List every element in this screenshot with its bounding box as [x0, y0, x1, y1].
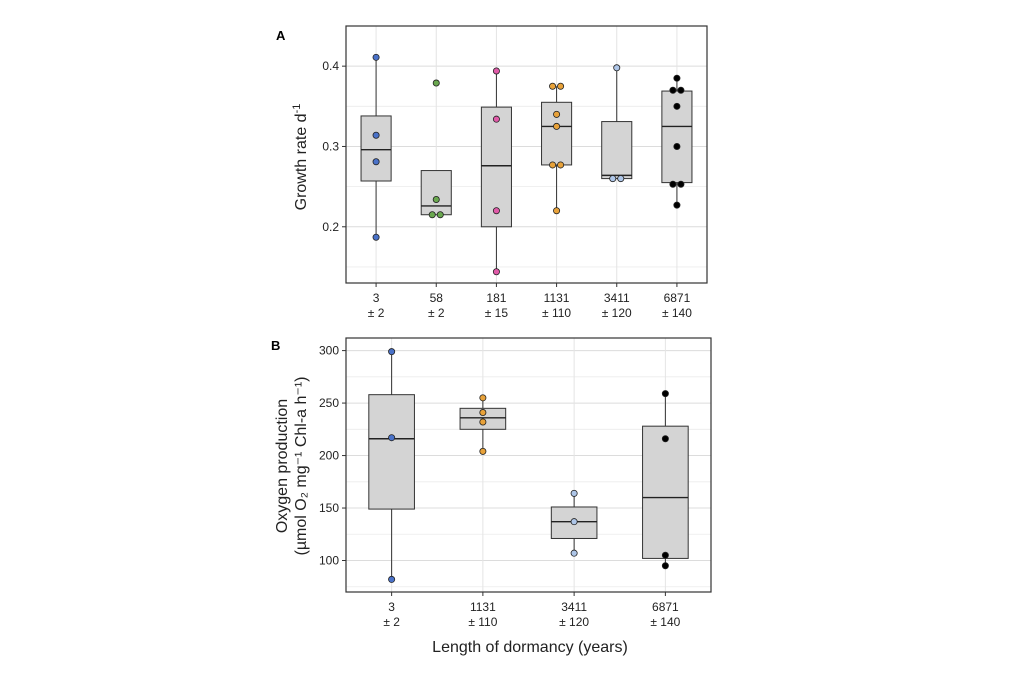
panel-a-data-point	[677, 86, 685, 94]
panel-b-x-tick-sublabel: ± 120	[559, 615, 589, 629]
panel-a-data-point	[432, 79, 440, 87]
panel-a-data-point	[372, 233, 380, 241]
panel-a-data-point	[553, 207, 561, 215]
panel-b-box	[642, 425, 689, 559]
panel-a-x-tick-label: 3411	[604, 291, 630, 305]
panel-b-y-tick-label: 250	[319, 396, 339, 410]
panel-a-data-point	[669, 86, 677, 94]
panel-a-data-point	[673, 201, 681, 209]
panel-a-data-point	[432, 195, 440, 203]
panel-a-plot-background	[346, 26, 707, 283]
panel-b-y-tick-label: 200	[319, 449, 339, 463]
panel-b-x-tick-sublabel: ± 140	[650, 615, 680, 629]
panel-a-x-tick-sublabel: ± 120	[602, 306, 632, 320]
panel-b-data-point	[479, 418, 487, 426]
panel-a-box	[601, 121, 633, 180]
panel-a-data-point	[557, 82, 565, 90]
panel-a-box	[420, 170, 452, 216]
panel-a-data-point	[677, 180, 685, 188]
panel-a-plot-frame	[345, 25, 708, 284]
panel-b-y-tick-label: 300	[319, 344, 339, 358]
panel-a-x-tick-sublabel: ± 2	[368, 306, 385, 320]
panel-b-x-tick-label: 6871	[652, 600, 679, 614]
panel-a-y-tick-label: 0.2	[322, 220, 339, 234]
panel-a-box	[360, 115, 392, 182]
panel-a-y-axis-label-sup: -1	[291, 104, 303, 114]
panel-a-data-point	[492, 268, 500, 276]
panel-a-data-point	[428, 211, 436, 219]
panel-a-y-tick-label: 0.3	[322, 139, 339, 153]
panel-b-data-point	[661, 435, 669, 443]
panel-a-x-tick-sublabel: ± 15	[485, 306, 509, 320]
panel-a-y-axis-label-text: Growth rate d	[293, 113, 310, 210]
panel-b-y-tick-label: 100	[319, 554, 339, 568]
panel-b-data-point	[661, 390, 669, 398]
panel-a-data-point	[553, 110, 561, 118]
panel-a-label: A	[276, 28, 286, 43]
panel-a: A Growth rate d-1 0.20.30.43± 258± 2181±…	[276, 25, 708, 320]
panel-a-data-point	[492, 67, 500, 75]
panel-a-data-point	[436, 211, 444, 219]
panel-b-box	[368, 394, 415, 510]
panel-b-data-point	[570, 489, 578, 497]
panel-a-x-tick-label: 1131	[544, 291, 570, 305]
panel-a-data-point	[673, 142, 681, 150]
panel-b-x-tick-sublabel: ± 110	[468, 615, 497, 629]
panel-a-data-point	[673, 74, 681, 82]
panel-a-data-point	[372, 131, 380, 139]
panel-a-data-point	[673, 102, 681, 110]
panel-a-data-point	[613, 64, 621, 72]
panel-b-x-tick-label: 1131	[470, 600, 496, 614]
panel-a-data-point	[609, 175, 617, 183]
panel-a-x-tick-label: 6871	[664, 291, 691, 305]
panel-b-data-point	[479, 447, 487, 455]
panel-b-y-tick-label: 150	[319, 501, 339, 515]
panel-b: B Oxygen production (µmol O₂ mg⁻¹ Chl-a …	[271, 337, 712, 656]
panel-a-x-tick-sublabel: ± 140	[662, 306, 692, 320]
panel-a-data-point	[669, 180, 677, 188]
panel-b-data-point	[388, 434, 396, 442]
panel-b-data-point	[661, 551, 669, 559]
panel-a-data-point	[372, 158, 380, 166]
panel-a-x-tick-label: 3	[373, 291, 380, 305]
panel-a-x-tick-sublabel: ± 2	[428, 306, 445, 320]
panel-b-data-point	[570, 549, 578, 557]
panel-a-data-point	[549, 161, 557, 169]
panel-b-x-tick-label: 3	[388, 600, 395, 614]
panel-b-x-tick-label: 3411	[561, 600, 587, 614]
panel-a-data-point	[557, 161, 565, 169]
panel-b-data-point	[661, 562, 669, 570]
panel-b-data-point	[479, 409, 487, 417]
panel-a-x-tick-label: 58	[430, 291, 444, 305]
panel-b-y-axis-label-line2: (µmol O₂ mg⁻¹ Chl-a h⁻¹)	[293, 377, 310, 556]
panel-b-plot-frame	[345, 337, 712, 593]
panel-b-label: B	[271, 338, 280, 353]
panel-a-x-tick-sublabel: ± 110	[542, 306, 571, 320]
panel-b-y-axis-label-line1: Oxygen production	[274, 399, 291, 533]
panel-b-data-point	[388, 575, 396, 583]
panel-a-x-tick-label: 181	[486, 291, 506, 305]
panel-a-data-point	[492, 207, 500, 215]
panel-a-y-tick-label: 0.4	[322, 59, 339, 73]
panel-b-x-tick-sublabel: ± 2	[383, 615, 400, 629]
panel-a-data-point	[617, 175, 625, 183]
panel-b-data-point	[479, 394, 487, 402]
panel-a-data-point	[553, 122, 561, 130]
panel-a-data-point	[549, 82, 557, 90]
panel-b-x-axis-label: Length of dormancy (years)	[432, 639, 628, 656]
panel-a-box	[480, 106, 512, 228]
panel-b-data-point	[388, 348, 396, 356]
panel-b-data-point	[570, 518, 578, 526]
panel-a-data-point	[492, 115, 500, 123]
panel-a-data-point	[372, 53, 380, 61]
panel-a-y-axis-label: Growth rate d-1	[291, 104, 310, 211]
